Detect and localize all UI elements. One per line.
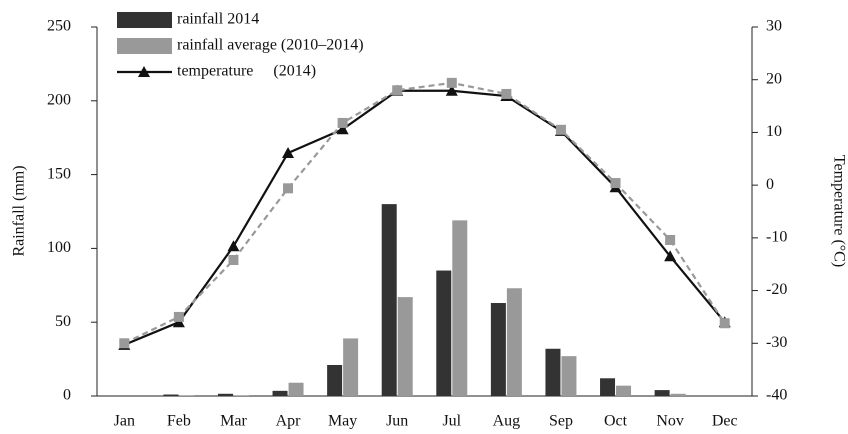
line-marker: [227, 240, 240, 252]
line-marker: [282, 146, 295, 158]
bar: [288, 382, 304, 396]
line-marker: [555, 124, 566, 135]
bar: [397, 297, 413, 396]
y-axis-label: Rainfall (mm): [11, 165, 28, 256]
bar: [654, 390, 670, 396]
y2-axis-label: Temperature (°C): [830, 155, 847, 267]
x-tick-label: Dec: [712, 413, 738, 430]
line-marker: [283, 183, 294, 194]
line: [123, 81, 726, 345]
legend-marker: [138, 66, 150, 77]
line-marker: [446, 77, 457, 88]
bar: [343, 338, 359, 396]
y2-tick-label: -20: [766, 281, 787, 298]
y2-tick-label: 10: [766, 123, 782, 140]
legend-swatch: [117, 38, 172, 54]
x-tick-label: Aug: [493, 413, 521, 430]
y2-tick-label: -40: [766, 387, 787, 404]
line-marker: [665, 234, 676, 245]
x-tick-label: Apr: [276, 413, 302, 430]
line-marker: [337, 117, 348, 128]
x-tick-label: Jul: [442, 413, 461, 430]
line-marker: [445, 84, 458, 96]
bar: [436, 270, 452, 396]
bar: [452, 220, 468, 396]
bar: [545, 348, 561, 396]
bar: [163, 394, 179, 396]
bar: [600, 378, 616, 396]
line-marker: [719, 318, 730, 329]
x-tick-label: May: [328, 413, 357, 430]
y-tick-label: 200: [47, 91, 71, 108]
bar: [381, 204, 397, 396]
bar: [616, 385, 632, 396]
bar: [490, 303, 506, 396]
y-tick-label: 0: [63, 387, 71, 404]
y-tick-label: 100: [47, 239, 71, 256]
bar: [272, 390, 288, 396]
bar: [506, 288, 522, 396]
bar: [670, 393, 686, 396]
line: [123, 89, 726, 346]
y-tick-label: 50: [55, 313, 71, 330]
legend-label: temperature (2014): [177, 63, 316, 80]
line-marker: [173, 311, 184, 322]
line-marker: [610, 178, 621, 189]
x-tick-label: Oct: [604, 413, 628, 430]
line-marker: [392, 85, 403, 96]
y2-tick-label: 20: [766, 70, 782, 87]
y2-tick-label: 30: [766, 18, 782, 35]
x-tick-label: Mar: [220, 413, 247, 430]
line-marker: [119, 338, 130, 349]
legend-swatch: [117, 12, 172, 28]
x-tick-label: Sep: [549, 413, 573, 430]
x-tick-label: Nov: [656, 413, 684, 430]
y2-tick-label: -30: [766, 334, 787, 351]
bar: [561, 356, 577, 396]
line-marker: [664, 250, 677, 262]
x-tick-label: Feb: [167, 413, 191, 430]
bar: [233, 395, 249, 396]
line-marker: [336, 123, 349, 135]
legend-label: rainfall average (2010–2014): [177, 37, 364, 54]
y2-tick-label: -10: [766, 229, 787, 246]
y-tick-label: 150: [47, 165, 71, 182]
bar: [327, 365, 343, 396]
line-marker: [501, 88, 512, 99]
y-tick-label: 250: [47, 18, 71, 35]
x-tick-label: Jan: [114, 413, 135, 430]
y2-tick-label: 0: [766, 176, 774, 193]
bar: [179, 395, 195, 396]
bar: [217, 393, 233, 396]
x-tick-label: Jun: [386, 413, 408, 430]
legend-label: rainfall 2014: [177, 11, 259, 28]
line-marker: [228, 254, 239, 265]
